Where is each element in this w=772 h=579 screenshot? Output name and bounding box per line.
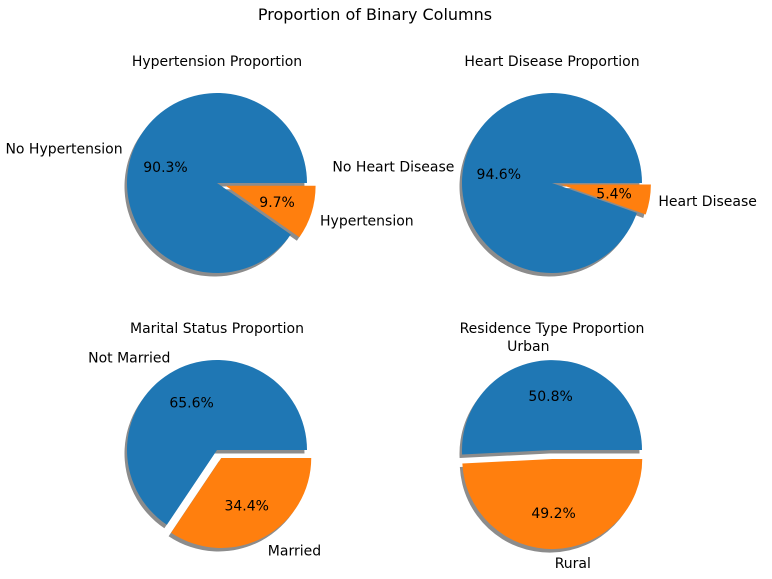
chart-title: Hypertension Proportion [132, 54, 302, 70]
pie-wedge-not-married [126, 359, 307, 525]
percent-label: 49.2% [531, 506, 575, 522]
percent-label: 34.4% [224, 499, 268, 515]
percent-label: 50.8% [528, 389, 572, 405]
chart-title: Heart Disease Proportion [464, 54, 639, 70]
pie-chart-hypertension: Hypertension Proportion 90.3% No Hypertens… [5, 54, 414, 277]
percent-label: 94.6% [477, 167, 521, 183]
category-label: Heart Disease [658, 194, 756, 210]
category-label: Rural [555, 556, 591, 572]
category-label: No Heart Disease [332, 159, 454, 175]
pie-wedge-no-heart-disease [461, 92, 642, 273]
pie-wedge-married [171, 457, 312, 548]
category-label: Not Married [88, 351, 170, 367]
percent-label: 90.3% [143, 160, 187, 176]
category-label: Married [268, 543, 321, 559]
chart-title: Residence Type Proportion [460, 321, 645, 337]
pie-wedge-urban [462, 360, 642, 455]
pie-wedge-heart-disease [560, 184, 651, 215]
figure-title: Proportion of Binary Columns [258, 5, 492, 24]
pie-wedge-no-hypertension [127, 93, 308, 274]
percent-label: 65.6% [169, 395, 213, 411]
chart-title: Marital Status Proportion [130, 321, 304, 337]
percent-label: 9.7% [259, 195, 295, 211]
pie-wedge-hypertension [225, 185, 316, 238]
category-label: No Hypertension [5, 141, 122, 157]
pie-chart-heart-disease: Heart Disease Proportion 94.6% No Heart Di… [332, 54, 757, 277]
pie-chart-marital-status: Marital Status Proportion 65.6% Not Marrie… [88, 321, 321, 559]
pie-chart-residence-type: Residence Type Proportion 50.8% Urban 49.2%… [459, 321, 645, 572]
percent-label: 5.4% [596, 187, 632, 203]
category-label: Urban [507, 339, 549, 355]
pie-charts: Hypertension Proportion 90.3% No Hypertens… [5, 54, 756, 572]
category-label: Hypertension [320, 213, 414, 229]
pie-wedge-rural [462, 458, 643, 550]
